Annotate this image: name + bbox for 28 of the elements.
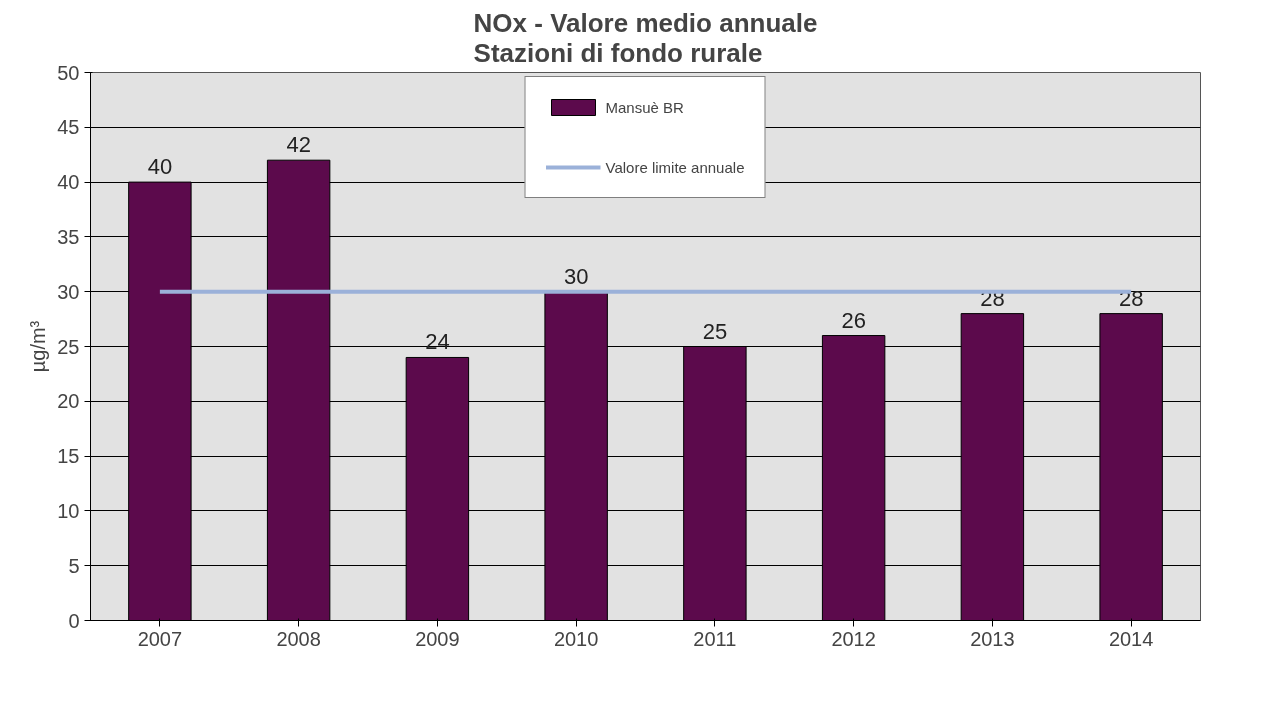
x-tick-label: 2010 <box>553 627 599 650</box>
x-tick-label: 2012 <box>831 627 876 650</box>
legend-label: Mansuè BR <box>605 98 684 116</box>
y-tick-label: 40 <box>57 171 80 194</box>
y-tick-label: 30 <box>57 280 80 303</box>
x-tick-label: 2007 <box>137 627 183 650</box>
y-tick-label: 45 <box>57 116 80 139</box>
data-label: 26 <box>841 307 866 333</box>
x-tick-label: 2009 <box>415 627 460 650</box>
x-tick-label: 2011 <box>693 627 737 650</box>
chart-title: NOx - Valore medio annuale Stazioni di fondo rurale <box>473 7 818 68</box>
y-tick-label: 35 <box>57 225 80 248</box>
data-label: 25 <box>702 318 728 344</box>
y-tick-label: 5 <box>68 554 80 577</box>
y-tick-label: 0 <box>68 609 80 632</box>
x-tick-label: 2014 <box>1108 627 1154 650</box>
y-tick-label: 50 <box>57 61 80 84</box>
y-tick-label: 25 <box>57 335 80 358</box>
data-label: 40 <box>147 154 173 180</box>
y-tick-label: 15 <box>57 445 80 468</box>
y-tick-label: 20 <box>57 390 80 413</box>
x-tick-label: 2008 <box>276 627 321 650</box>
y-tick-label: 10 <box>57 499 80 522</box>
legend-label: Valore limite annuale <box>605 158 745 176</box>
y-axis-title: µg/m³ <box>27 320 50 373</box>
data-label: 42 <box>286 132 311 158</box>
data-label: 30 <box>563 263 589 289</box>
x-tick-label: 2013 <box>970 627 1015 650</box>
